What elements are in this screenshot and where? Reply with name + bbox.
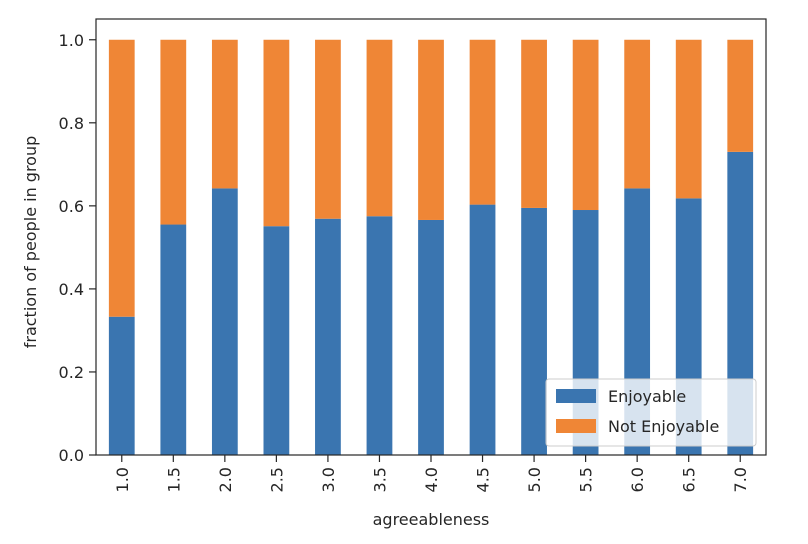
bar-not-enjoyable-5.0 (521, 39, 547, 208)
plot-frame (95, 18, 767, 456)
x-tick-label: 2.0 (216, 467, 235, 492)
bar-not-enjoyable-4.0 (418, 39, 444, 220)
legend-label-enjoyable: Enjoyable (608, 387, 686, 406)
bar-enjoyable-4.0 (418, 219, 444, 455)
y-tick-label: 0.4 (59, 280, 84, 299)
x-tick-label: 3.0 (319, 467, 338, 492)
legend-swatch-enjoyable (556, 389, 596, 403)
legend-swatch-not-enjoyable (556, 419, 596, 433)
bar-enjoyable-1.5 (160, 224, 187, 455)
y-tick-label: 0.8 (59, 114, 84, 133)
x-tick-label: 2.5 (267, 467, 286, 492)
legend: Enjoyable Not Enjoyable (545, 378, 757, 447)
bar-not-enjoyable-2.5 (263, 39, 290, 227)
x-tick-label: 1.0 (113, 467, 132, 492)
bar-enjoyable-3.0 (315, 218, 341, 455)
x-tick-label: 6.5 (680, 467, 699, 492)
bar-enjoyable-5.0 (521, 207, 547, 455)
bar-not-enjoyable-7.0 (727, 39, 754, 152)
y-tick-label: 0.6 (59, 197, 84, 216)
bar-not-enjoyable-6.5 (675, 39, 702, 199)
x-tick-label: 4.5 (474, 467, 493, 492)
legend-box (545, 378, 757, 447)
bar-not-enjoyable-4.5 (469, 39, 496, 205)
x-tick-label: 1.5 (164, 467, 183, 492)
bars-group (108, 39, 754, 456)
bar-not-enjoyable-1.0 (108, 39, 135, 317)
x-tick-label: 4.0 (422, 467, 441, 492)
bar-enjoyable-2.5 (263, 226, 290, 455)
x-tick-label: 5.0 (525, 467, 544, 492)
x-tick-label: 3.5 (370, 467, 389, 492)
y-axis: 0.0 0.2 0.4 0.6 0.8 1.0 (59, 31, 96, 465)
x-tick-label: 5.5 (577, 467, 596, 492)
y-tick-label: 0.2 (59, 363, 84, 382)
bar-enjoyable-2.0 (211, 188, 238, 456)
bar-not-enjoyable-3.0 (315, 39, 341, 219)
x-tick-label: 6.0 (628, 467, 647, 492)
bar-not-enjoyable-3.5 (366, 39, 393, 217)
bar-enjoyable-3.5 (366, 216, 393, 455)
x-axis-label: agreeableness (373, 510, 490, 529)
bar-enjoyable-1.0 (108, 316, 135, 455)
y-tick-label: 1.0 (59, 31, 84, 50)
x-axis: 1.0 1.5 2.0 2.5 3.0 3.5 4.0 4.5 5.0 5.5 6.0 6.5 7.0 (113, 455, 750, 492)
bar-not-enjoyable-1.5 (160, 39, 187, 225)
bar-enjoyable-4.5 (469, 204, 496, 455)
x-tick-label: 7.0 (731, 467, 750, 492)
bar-not-enjoyable-2.0 (211, 39, 238, 189)
bar-not-enjoyable-6.0 (624, 39, 651, 189)
y-axis-label: fraction of people in group (21, 136, 40, 349)
y-tick-label: 0.0 (59, 446, 84, 465)
legend-label-not-enjoyable: Not Enjoyable (608, 417, 719, 436)
bar-not-enjoyable-5.5 (572, 39, 599, 211)
